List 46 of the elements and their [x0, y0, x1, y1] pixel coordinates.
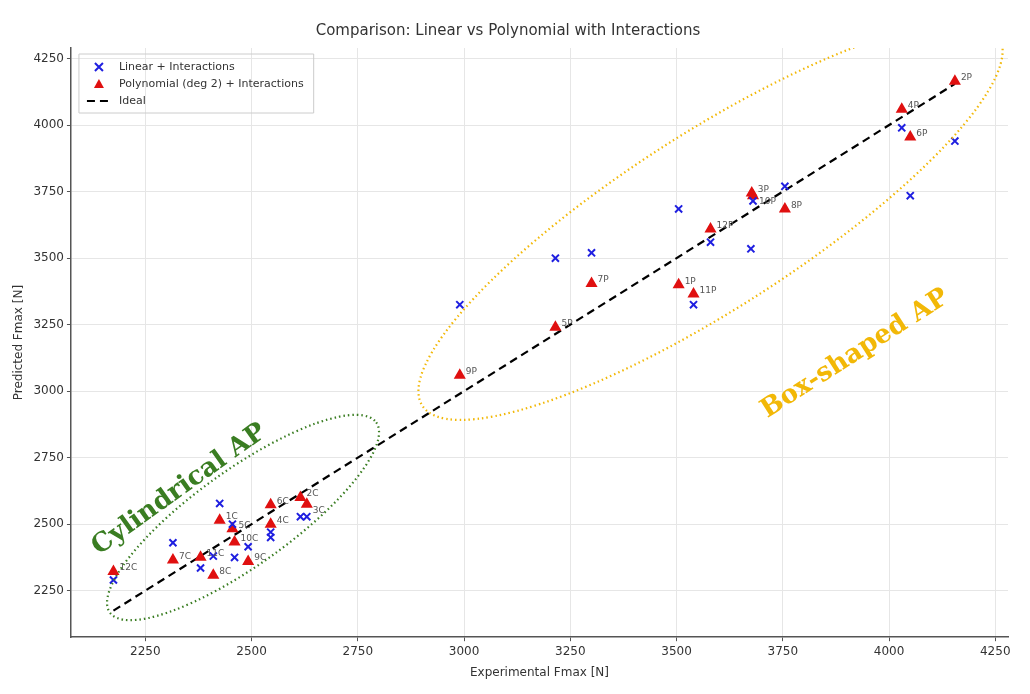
x-tick-label: 3500 — [661, 643, 692, 658]
x-tick-label: 2500 — [236, 643, 267, 658]
x-tick-label: 2750 — [342, 643, 374, 658]
legend-label: Ideal — [118, 93, 146, 107]
x-tick-label: 3000 — [448, 643, 480, 658]
y-axis-title: Predicted Fmax [N] — [11, 284, 26, 401]
y-tick-label: 3500 — [33, 250, 64, 265]
y-tick-label: 4250 — [33, 50, 64, 65]
y-tick-label: 2750 — [33, 449, 64, 464]
x-axis-title: Experimental Fmax [N] — [469, 664, 609, 679]
annotation: 4P — [907, 100, 920, 111]
annotation: 9C — [254, 552, 267, 563]
x-tick-label: 2250 — [130, 643, 161, 658]
y-tick-label: 4000 — [33, 117, 64, 132]
y-tick-label: 2500 — [33, 516, 64, 531]
legend-label: Linear + Interactions — [118, 59, 236, 73]
x-tick-label: 3750 — [767, 643, 799, 658]
annotation: 5P — [561, 318, 574, 329]
annotation: 3C — [312, 505, 325, 516]
annotation: 1P — [684, 275, 697, 286]
annotation: 7P — [597, 274, 610, 285]
annotation: 7C — [178, 550, 191, 561]
annotation: 1C — [225, 511, 238, 521]
annotation: 12P — [716, 219, 734, 230]
annotation: 11P — [699, 284, 717, 295]
annotation: 2P — [960, 72, 973, 83]
legend-label: Polynomial (deg 2) + Interactions — [118, 76, 304, 90]
annotation: 6P — [916, 127, 928, 138]
y-tick-label: 2250 — [33, 582, 64, 597]
annotation: 5C — [238, 519, 251, 530]
annotation: 6C — [276, 495, 289, 506]
x-tick-label: 3250 — [555, 643, 586, 658]
y-tick-label: 3250 — [33, 316, 64, 331]
x-tick-label: 4000 — [873, 643, 905, 658]
annotation: 9P — [465, 366, 478, 377]
annotation: 12C — [119, 562, 138, 573]
chart-title: Comparison: Linear vs Polynomial with Interactions — [315, 20, 701, 39]
annotation: 8P — [790, 199, 803, 210]
y-tick-label: 3000 — [33, 383, 64, 398]
annotation: 2C — [306, 488, 319, 499]
x-tick-label: 4250 — [979, 643, 1011, 658]
annotation: 8C — [219, 566, 232, 577]
annotation: 3P — [757, 183, 770, 194]
annotation: 10C — [240, 532, 259, 543]
annotation: 4C — [276, 514, 289, 525]
y-tick-label: 3750 — [33, 183, 64, 198]
